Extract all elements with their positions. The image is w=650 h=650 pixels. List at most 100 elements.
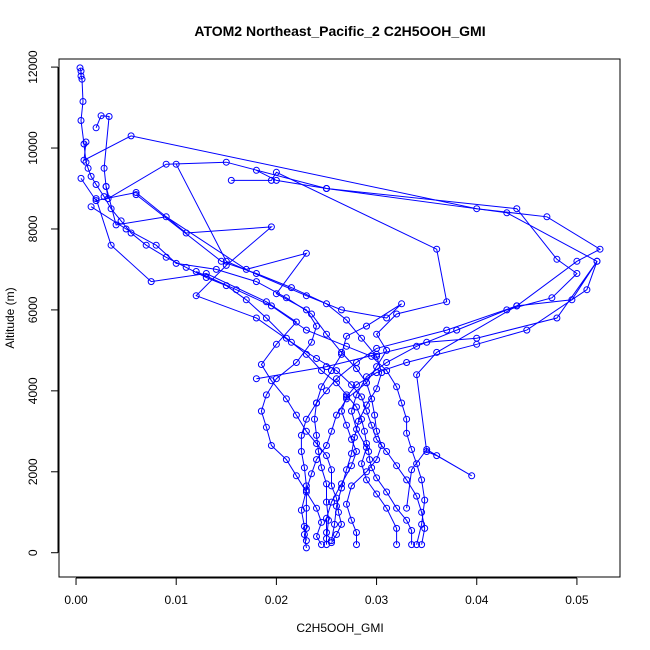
data-point [408,527,416,534]
chart-title: ATOM2 Northeast_Pacific_2 C2H5OOH_GMI [194,23,485,39]
data-point [300,531,308,538]
data-point [433,452,441,460]
data-point [393,462,401,470]
series-line [105,186,323,545]
series-3 [92,112,601,549]
data-point [323,300,330,308]
series-line [135,194,383,541]
data-point [468,472,476,480]
data-point [408,466,416,474]
data-point [343,421,350,429]
data-point [523,326,531,334]
data-point [272,340,280,348]
data-point [348,482,355,490]
data-point [122,225,130,233]
data-point [323,480,330,488]
y-axis-label: Altitude (m) [3,287,17,348]
data-point [222,261,230,269]
data-point [252,278,260,286]
data-point [353,403,360,411]
x-axis-label: C2H5OOH_GMI [296,621,383,635]
data-point [162,213,170,221]
series-line [79,67,413,545]
data-point [323,330,330,338]
data-point [87,172,95,180]
data-point [267,377,275,385]
data-point [308,470,315,478]
data-point [105,113,113,120]
data-point [373,490,381,498]
data-point [302,415,310,423]
data-point [573,270,581,277]
data-point [323,442,330,449]
data-point [252,270,260,277]
data-point [262,391,270,399]
data-point [338,484,345,492]
data-point [97,112,105,120]
data-point [413,371,421,379]
data-point [378,369,386,377]
data-point [313,355,320,362]
data-point [267,223,275,231]
y-axis: 0 2000 4000 6000 8000 10000 12000 [26,50,59,556]
data-point [323,498,330,506]
series-12 [132,191,386,545]
data-point [227,176,235,184]
series-2 [80,132,604,552]
data-point [308,338,315,346]
data-point [252,166,260,174]
data-point [232,286,240,294]
data-point [323,387,330,395]
data-point [272,168,280,176]
data-point [418,520,426,528]
data-point [80,156,88,164]
data-point [292,411,300,419]
series-13 [172,160,406,543]
data-point [353,365,360,373]
data-point [318,383,325,391]
data-point [333,531,340,538]
y-tick-label: 2000 [26,458,40,485]
data-point [403,504,411,512]
data-point [423,448,431,455]
data-point [132,189,140,196]
series-layer [76,64,604,552]
data-point [172,160,180,168]
data-point [403,429,411,437]
data-point [92,124,100,132]
data-point [443,298,451,306]
data-point [343,332,350,340]
data-point [92,181,100,188]
data-point [311,415,318,423]
data-point [323,535,330,543]
data-point [433,348,441,356]
data-point [333,502,340,510]
data-point [583,286,591,294]
data-point [363,379,370,387]
series-10 [252,166,581,549]
series-9 [252,257,601,512]
data-point [398,399,406,407]
data-point [323,514,330,522]
data-point [348,450,355,458]
data-point [132,191,140,199]
data-point [212,265,220,273]
data-point [77,174,85,182]
data-point [418,508,426,516]
data-point [383,359,391,366]
data-point [418,541,426,549]
data-point [302,249,310,257]
data-point [313,399,320,407]
data-point [152,241,160,249]
data-point [473,334,481,342]
data-point [363,322,370,330]
data-point [393,310,401,318]
data-point [76,64,84,72]
data-point [361,427,368,435]
data-point [403,415,411,423]
data-point [331,520,338,528]
data-point [302,537,310,545]
data-point [358,460,365,468]
data-point [373,474,381,482]
data-point [77,117,85,124]
